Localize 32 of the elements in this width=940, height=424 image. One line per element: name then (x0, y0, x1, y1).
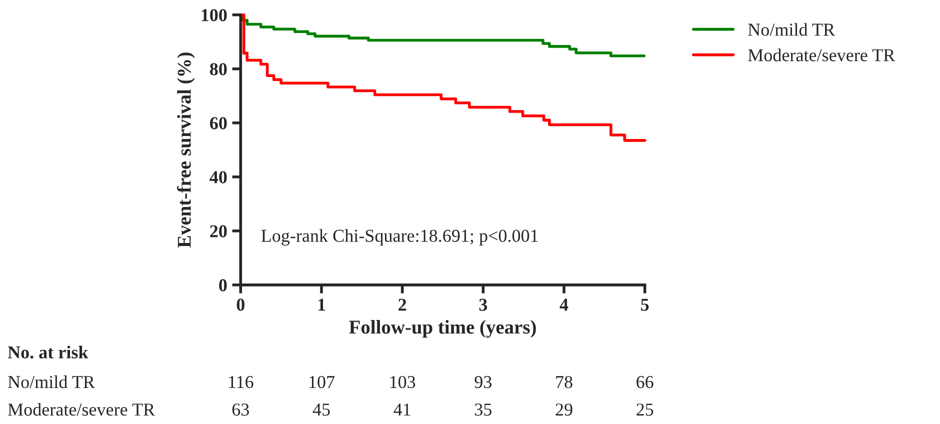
y-tick-label: 40 (210, 171, 227, 184)
text: 29 (556, 404, 572, 416)
text: No/mild TR (8, 375, 95, 388)
text: 63 (232, 404, 249, 416)
y-tick-label: 80 (210, 63, 227, 76)
y-tick-label: 60 (210, 117, 227, 130)
x-tick-label: 4 (560, 298, 568, 311)
text: Moderate/severe TR (8, 402, 156, 416)
text: 116 (229, 376, 254, 388)
x-axis-title: Follow-up time (years) (349, 320, 536, 338)
x-tick-label: 3 (479, 298, 488, 311)
text: 35 (474, 404, 492, 416)
text: 45 (312, 404, 330, 416)
x-tick-label: 1 (318, 298, 326, 311)
annotation: Log-rank Chi-Square:18.691; p<0.001 (261, 229, 538, 246)
text: 41 (394, 404, 410, 416)
y-axis-title: Event-free survival (%) (176, 52, 195, 248)
x-tick-label: 2 (398, 298, 406, 311)
text: 93 (474, 376, 492, 388)
text: 103 (390, 376, 416, 388)
legend-label: Moderate/severe TR (748, 48, 896, 62)
x-tick-label: 5 (641, 298, 649, 311)
text: 78 (556, 376, 572, 388)
y-tick-label: 20 (210, 225, 227, 238)
legend-label: No/mild TR (748, 23, 836, 36)
text: 66 (636, 376, 654, 388)
text: 25 (636, 404, 654, 416)
y-tick-label: 100 (202, 9, 227, 22)
x-tick-label: 0 (236, 298, 244, 311)
text: 107 (310, 376, 335, 388)
y-tick-label: 0 (219, 279, 227, 292)
text: No. at risk (8, 346, 88, 359)
